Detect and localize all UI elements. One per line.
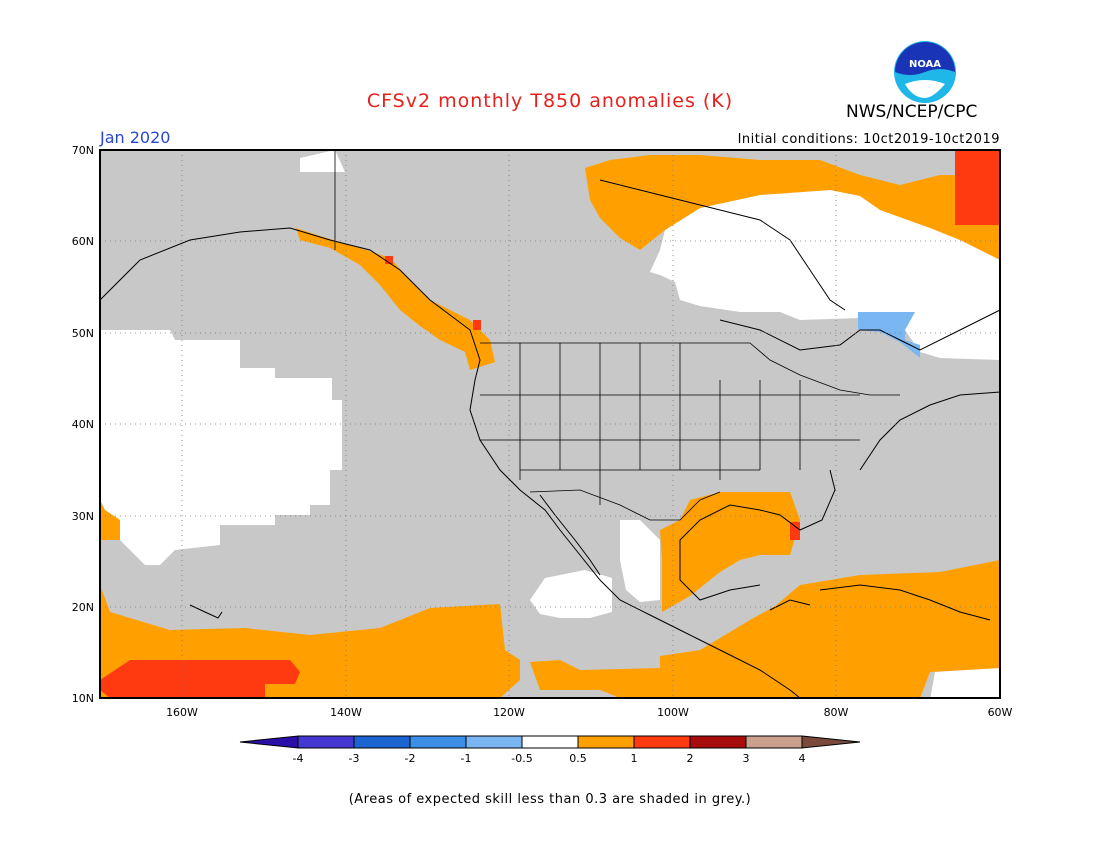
lat-label: 10N xyxy=(72,692,94,705)
graticule xyxy=(100,150,1000,698)
colorbar-label: -1 xyxy=(461,752,472,765)
colorbar-segment xyxy=(297,735,355,749)
initial-conditions: Initial conditions: 10ct2019-10ct2019 xyxy=(737,132,1000,147)
colorbar-label: -3 xyxy=(349,752,360,765)
colorbar-labels: -4 -3 -2 -1 -0.5 0.5 1 2 3 4 xyxy=(293,752,806,765)
lat-label: 30N xyxy=(72,510,94,523)
organization-label: NWS/NCEP/CPC xyxy=(846,102,978,122)
lon-label: 100W xyxy=(657,706,689,719)
colorbar-label: 3 xyxy=(743,752,750,765)
colorbar-segment xyxy=(689,735,747,749)
colorbar-right-arrow xyxy=(801,735,861,749)
colorbar-segment xyxy=(577,735,635,749)
colorbar-segment xyxy=(745,735,803,749)
latitude-labels: 70N 60N 50N 40N 30N 20N 10N xyxy=(72,144,94,705)
coastlines xyxy=(99,179,1001,699)
colorbar-segment xyxy=(521,735,579,749)
lon-label: 120W xyxy=(493,706,525,719)
lat-label: 70N xyxy=(72,144,94,157)
skill-footnote: (Areas of expected skill less than 0.3 a… xyxy=(348,792,752,807)
colorbar-label: -2 xyxy=(405,752,416,765)
colorbar-segment xyxy=(465,735,523,749)
colorbar-segment xyxy=(409,735,467,749)
anomaly-map: 70N 60N 50N 40N 30N 20N 10N 160W 140W 12… xyxy=(72,144,1013,719)
colorbar-left-arrow xyxy=(239,735,299,749)
lat-label: 50N xyxy=(72,327,94,340)
noaa-logo: NOAA xyxy=(894,41,956,103)
colorbar-segment xyxy=(633,735,691,749)
colorbar-label: -0.5 xyxy=(511,752,532,765)
colorbar-label: 4 xyxy=(799,752,806,765)
map-frame xyxy=(99,149,1001,699)
colorbar-label: -4 xyxy=(293,752,304,765)
lon-label: 60W xyxy=(988,706,1013,719)
near-normal-regions xyxy=(100,150,1000,700)
colorbar-segments xyxy=(239,735,861,749)
lon-label: 160W xyxy=(166,706,198,719)
lat-label: 20N xyxy=(72,601,94,614)
lon-label: 140W xyxy=(330,706,362,719)
colorbar-label: 2 xyxy=(687,752,694,765)
forecast-period: Jan 2020 xyxy=(100,128,171,147)
colorbar-label: 0.5 xyxy=(569,752,587,765)
longitude-labels: 160W 140W 120W 100W 80W 60W xyxy=(166,706,1012,719)
lat-label: 40N xyxy=(72,418,94,431)
colorbar-label: 1 xyxy=(631,752,638,765)
borders xyxy=(334,150,900,521)
lon-label: 80W xyxy=(824,706,849,719)
map-title: CFSv2 monthly T850 anomalies (K) xyxy=(366,90,734,112)
logo-text: NOAA xyxy=(909,59,941,70)
color-scale-bar: -4 -3 -2 -1 -0.5 0.5 1 2 3 4 xyxy=(239,735,861,765)
lat-label: 60N xyxy=(72,235,94,248)
strong-warm-regions xyxy=(100,150,1000,698)
colorbar-segment xyxy=(353,735,411,749)
